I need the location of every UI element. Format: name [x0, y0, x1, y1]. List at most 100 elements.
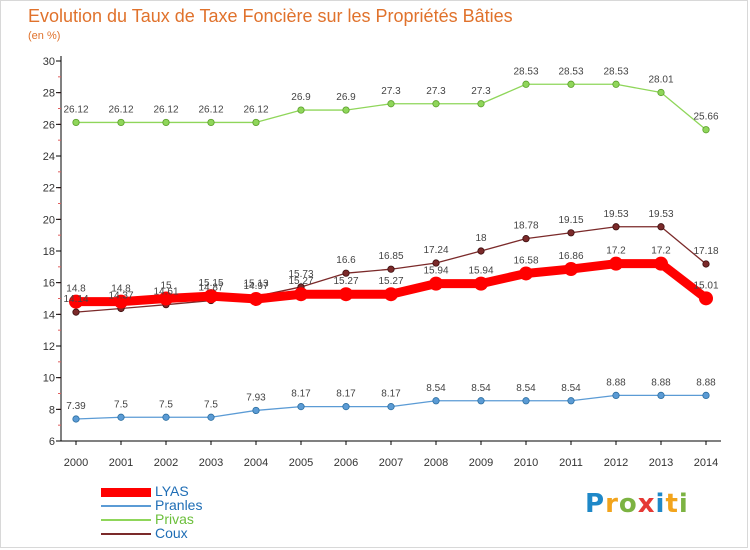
data-label-privas: 26.12 [108, 104, 133, 115]
data-label-coux: 17.24 [423, 245, 448, 256]
chart-title: Evolution du Taux de Taxe Foncière sur l… [28, 6, 513, 26]
point-privas [252, 118, 260, 127]
data-label-lyas: 15.01 [693, 280, 718, 291]
data-label-coux: 18.78 [513, 221, 538, 232]
legend-label: Pranles [155, 497, 203, 513]
x-tick-label: 2001 [109, 457, 133, 469]
data-label-coux: 18 [475, 233, 487, 244]
data-label-lyas: 15 [160, 281, 172, 292]
data-label-pranles: 8.17 [381, 389, 401, 400]
data-label-coux: 14.37 [108, 290, 133, 301]
data-label-pranles: 7.5 [204, 399, 218, 410]
chart-axes: 6 8 10 12 14 16 18 20 22 24 26 28 30 2000 2001 2002 2003… [43, 56, 721, 469]
point-privas [297, 106, 305, 114]
y-tick-label: 12 [43, 341, 55, 353]
y-tick-label: 22 [43, 183, 55, 195]
point-lyas [204, 289, 218, 304]
data-label-pranles: 8.54 [471, 383, 491, 394]
data-label-privas: 27.3 [426, 86, 446, 97]
data-label-privas: 27.3 [471, 86, 491, 97]
x-tick-label: 2012 [604, 457, 628, 469]
point-lyas [339, 287, 353, 302]
y-tick-label: 14 [43, 309, 55, 321]
point-privas [657, 88, 665, 97]
data-label-layer: 7.39 7.5 7.5 7.5 7.93 8.17 8.17 8.17 8.54 8.54 8.5… [63, 66, 718, 412]
point-coux [387, 265, 395, 273]
data-label-pranles: 7.5 [114, 399, 128, 410]
data-label-lyas: 15.94 [468, 266, 493, 277]
point-lyas [249, 291, 263, 306]
data-label-coux: 14.87 [198, 283, 223, 294]
x-tick-label: 2005 [289, 457, 313, 469]
legend-swatch [101, 519, 151, 521]
data-label-lyas: 16.86 [558, 251, 583, 262]
y-tick-label: 26 [43, 119, 55, 131]
point-coux [477, 247, 485, 255]
data-label-pranles: 8.54 [516, 383, 536, 394]
data-label-pranles: 8.54 [561, 383, 581, 394]
point-pranles [117, 413, 125, 421]
point-pranles [432, 397, 440, 405]
point-lyas [519, 266, 533, 281]
chart-subtitle: (en %) [28, 30, 61, 42]
legend-swatch [101, 487, 151, 497]
data-label-lyas: 15.15 [198, 278, 223, 289]
point-lyas [114, 294, 128, 309]
data-label-privas: 28.53 [558, 66, 583, 77]
data-label-coux: 17.18 [693, 246, 718, 257]
data-label-coux: 16.6 [336, 255, 356, 266]
x-tick-label: 2009 [469, 457, 493, 469]
point-coux [342, 269, 350, 277]
point-privas [522, 80, 530, 88]
y-tick-label: 30 [43, 56, 55, 68]
legend-label: Privas [155, 511, 194, 527]
x-tick-label: 2000 [64, 457, 88, 469]
y-tick-label: 20 [43, 214, 55, 226]
data-label-privas: 28.53 [513, 66, 538, 77]
x-tick-label: 2013 [649, 457, 673, 469]
proxiti-logo: Proxiti [585, 489, 689, 519]
point-lyas [474, 276, 488, 291]
point-privas [207, 118, 215, 127]
data-label-privas: 26.9 [291, 92, 311, 103]
data-label-pranles: 8.88 [606, 377, 626, 388]
point-coux [567, 229, 575, 237]
data-label-privas: 27.3 [381, 86, 401, 97]
point-lyas [159, 291, 173, 306]
data-label-pranles: 8.88 [651, 377, 671, 388]
x-tick-label: 2010 [514, 457, 538, 469]
data-label-pranles: 7.93 [246, 392, 266, 403]
point-privas [612, 80, 620, 88]
point-pranles [207, 413, 215, 421]
data-label-lyas: 15.27 [333, 276, 358, 287]
data-label-lyas: 15.94 [423, 266, 448, 277]
data-label-privas: 26.12 [243, 104, 268, 115]
point-privas [117, 118, 125, 127]
data-label-lyas: 14.97 [243, 281, 268, 292]
legend-label: Coux [155, 525, 188, 541]
point-lyas [609, 256, 623, 271]
point-coux [612, 223, 620, 231]
data-label-pranles: 8.54 [426, 383, 446, 394]
x-tick-label: 2008 [424, 457, 448, 469]
point-pranles [522, 397, 530, 405]
data-label-coux: 14.14 [63, 294, 88, 305]
point-lyas [384, 287, 398, 302]
data-label-lyas: 17.2 [606, 246, 626, 257]
data-label-privas: 25.66 [693, 112, 718, 123]
data-label-lyas: 15.27 [378, 276, 403, 287]
x-tick-label: 2006 [334, 457, 358, 469]
data-label-coux: 14.61 [153, 287, 178, 298]
point-pranles [162, 413, 170, 421]
series-layer [69, 80, 713, 423]
data-label-pranles: 8.17 [291, 389, 311, 400]
point-privas [432, 100, 440, 108]
x-tick-label: 2014 [694, 457, 718, 469]
data-label-pranles: 8.17 [336, 389, 356, 400]
point-pranles [252, 406, 260, 415]
data-label-privas: 28.01 [648, 75, 673, 86]
data-label-coux: 15.73 [288, 269, 313, 280]
point-privas [567, 80, 575, 88]
legend-swatch [101, 505, 151, 507]
y-tick-label: 18 [43, 246, 55, 258]
